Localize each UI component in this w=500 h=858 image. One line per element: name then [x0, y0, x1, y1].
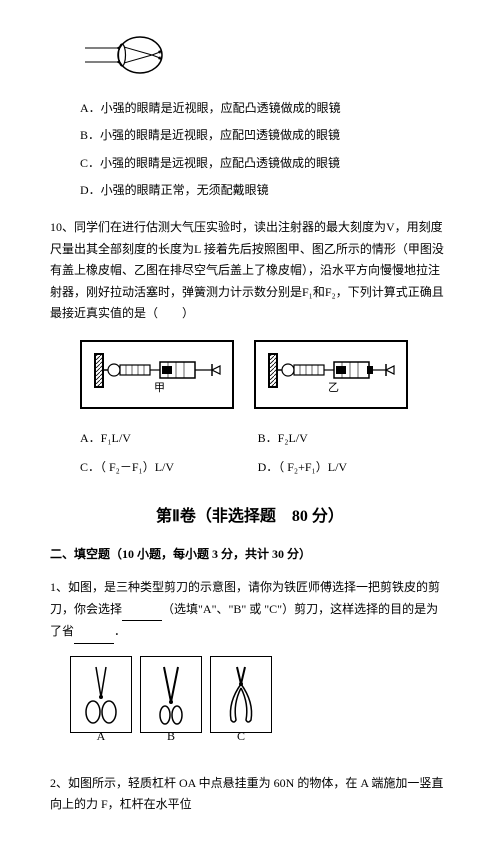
fq1-blank-2	[74, 621, 114, 644]
q10-choices: A．F₁L/V B．F₂L/V C．（ F₂－F₁）L/V D．（ F₂+F₁）…	[80, 424, 450, 483]
scissor-c: C	[210, 656, 272, 733]
q9-option-a: A．小强的眼睛是近视眼，应配凸透镜做成的眼镜	[80, 98, 450, 120]
q10-label-2: 乙	[328, 381, 339, 393]
scissor-label-a: A	[97, 726, 106, 748]
q9-options: A．小强的眼睛是近视眼，应配凸透镜做成的眼镜 B．小强的眼睛是近视眼，应配凹透镜…	[80, 98, 450, 202]
q10-choice-d: D．（ F₂+F₁）L/V	[258, 457, 436, 479]
q9-option-c: C．小强的眼睛是远视眼，应配凸透镜做成的眼镜	[80, 153, 450, 175]
q10-label-1: 甲	[154, 382, 165, 393]
scissor-label-c: C	[237, 726, 245, 748]
scissor-label-b: B	[167, 726, 175, 748]
fq1-text-c: ．	[114, 624, 126, 638]
eye-svg	[80, 30, 170, 80]
syringe-figure-1: 甲	[80, 340, 234, 409]
syringe-figure-2: 乙	[254, 340, 408, 409]
q9-option-b: B．小强的眼睛是近视眼，应配凹透镜做成的眼镜	[80, 125, 450, 147]
q10-choice-a: A．F₁L/V	[80, 428, 258, 450]
eye-diagram	[80, 30, 450, 88]
scissor-a: A	[70, 656, 132, 733]
q10-figures: 甲 乙	[80, 340, 450, 409]
q10-stem: 10、同学们在进行估测大气压实验时，读出注射器的最大刻度为V，用刻度尺量出其全部…	[50, 217, 450, 325]
q10-choice-c: C．（ F₂－F₁）L/V	[80, 457, 258, 479]
fq1-stem: 1、如图，是三种类型剪刀的示意图，请你为铁匠师傅选择一把剪铁皮的剪刀，你会选择 …	[50, 577, 450, 644]
scissors-figures: A B C	[70, 656, 450, 733]
scissor-b: B	[140, 656, 202, 733]
section-2-title: 第Ⅱ卷（非选择题 80 分）	[50, 503, 450, 532]
fill-blank-heading: 二、填空题（10 小题，每小题 3 分，共计 30 分）	[50, 544, 450, 566]
fq2-stem: 2、如图所示，轻质杠杆 OA 中点悬挂重为 60N 的物体，在 A 端施加一竖直…	[50, 773, 450, 816]
q9-option-d: D．小强的眼睛正常，无须配戴眼镜	[80, 180, 450, 202]
q10-choice-b: B．F₂L/V	[258, 428, 436, 450]
fq1-blank-1	[122, 599, 162, 622]
